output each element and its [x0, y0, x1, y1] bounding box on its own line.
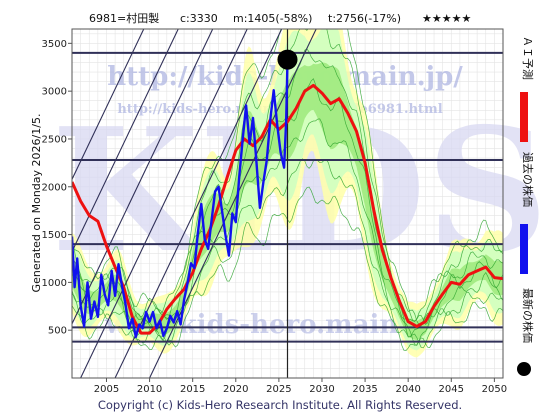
header-mean: m:1405(-58%) [233, 12, 312, 25]
y-tick-label: 3500 [42, 39, 67, 50]
generated-label: Generated on Monday 2026/1/5. [30, 114, 43, 293]
price-series [72, 59, 503, 339]
copyright-footer: Copyright (c) Kids-Hero Research Institu… [98, 398, 462, 412]
current-marker [277, 49, 298, 70]
x-tick-label: 2045 [439, 384, 464, 395]
x-tick-label: 2035 [352, 384, 377, 395]
x-tick-label: 2050 [482, 384, 507, 395]
trend-channel-line [72, 29, 179, 253]
y-tick-label: 1500 [42, 230, 67, 241]
header-current: c:3330 [180, 12, 218, 25]
legend-latest-marker [517, 362, 531, 376]
x-tick-label: 2040 [395, 384, 420, 395]
x-tick-label: 2015 [180, 384, 205, 395]
header-code: 6981=村田製 [89, 11, 159, 25]
x-tick-label: 2005 [94, 384, 119, 395]
header-target: t:2756(-17%) [328, 12, 401, 25]
plot-frame [71, 28, 504, 379]
trend-channel-line [114, 29, 283, 378]
latest-price-marker [277, 49, 298, 70]
y-tick-label: 1000 [42, 278, 67, 289]
legend-past-label: 過去の株価 [521, 152, 535, 207]
legend-ai-swatch [520, 92, 528, 142]
x-tick-label: 2030 [309, 384, 334, 395]
past-price-line [72, 59, 289, 339]
axis-ticks: 2005 2010 2015 2020 2025 2030 2035 2040 2045 2050… [42, 39, 508, 395]
trend-channel-line [149, 29, 317, 378]
ai-forecast-line [72, 83, 503, 335]
legend-ai-label: ＡＩ予測 [521, 36, 535, 80]
legend-past-swatch [520, 224, 528, 274]
header-stars: ★★★★★ [422, 12, 471, 25]
y-tick-label: 2500 [42, 134, 67, 145]
chart-header: 6981=村田製 c:3330 m:1405(-58%) t:2756(-17%… [89, 11, 471, 25]
ensemble-line [72, 29, 503, 322]
x-tick-label: 2010 [137, 384, 162, 395]
y-tick-label: 500 [48, 326, 67, 337]
x-tick-label: 2025 [266, 384, 291, 395]
trend-channel-line [72, 29, 214, 326]
x-tick-label: 2020 [223, 384, 248, 395]
trend-channel-line [72, 29, 145, 181]
legend-latest-label: 最新の株価 [521, 288, 535, 343]
y-tick-label: 2000 [42, 182, 67, 193]
y-tick-label: 3000 [42, 87, 67, 98]
trend-channel-line [80, 29, 248, 378]
legend: ＡＩ予測 過去の株価 最新の株価 [517, 36, 535, 376]
